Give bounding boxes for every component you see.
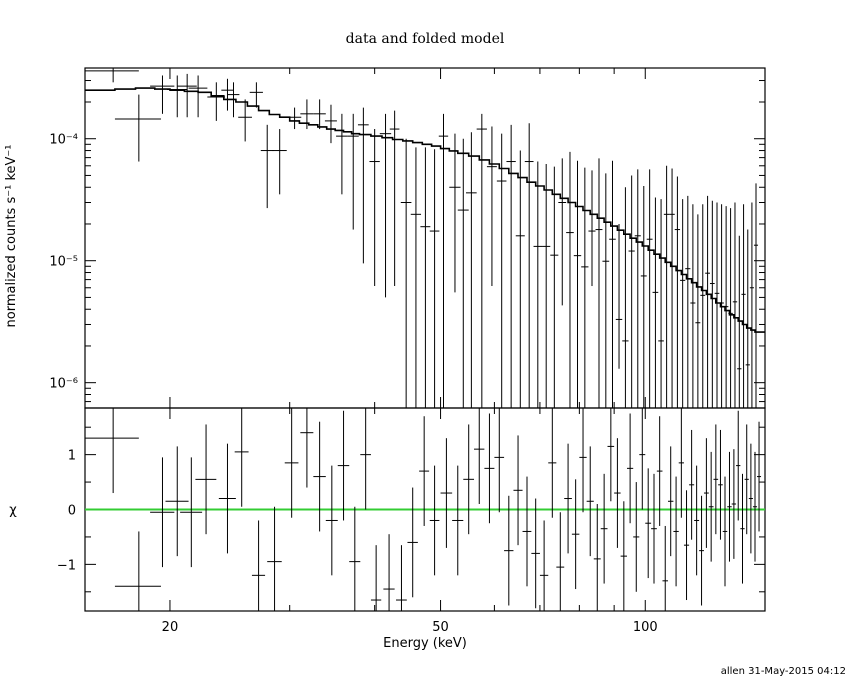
bottom-y-axis-label: χ — [9, 503, 17, 518]
y-tick-label: 0 — [68, 504, 76, 519]
y-tick-label: −1 — [57, 558, 76, 573]
y-tick-label: 1 — [68, 449, 76, 464]
model-step-line — [85, 87, 765, 333]
x-tick-label: 100 — [633, 620, 658, 635]
y-tick-label: 10⁻⁶ — [49, 377, 78, 392]
x-tick-label: 20 — [162, 620, 179, 635]
x-axis-label: Energy (keV) — [383, 636, 467, 651]
bottom-panel-ticks: 20 50 100 −1 0 1 — [57, 408, 765, 635]
top-panel-data — [85, 68, 759, 408]
bottom-panel-data — [85, 408, 762, 611]
y-tick-label: 10⁻⁵ — [49, 255, 78, 270]
top-panel-ticks: 10⁻⁶ 10⁻⁵ 10⁻⁴ — [49, 68, 765, 408]
top-panel-model — [85, 87, 765, 333]
top-y-axis-label: normalized counts s⁻¹ keV⁻¹ — [4, 145, 19, 328]
footer-stamp: allen 31-May-2015 04:12 — [721, 666, 846, 677]
y-tick-label: 10⁻⁴ — [49, 133, 78, 148]
chart-title: data and folded model — [346, 31, 505, 47]
x-tick-label: 50 — [432, 620, 449, 635]
